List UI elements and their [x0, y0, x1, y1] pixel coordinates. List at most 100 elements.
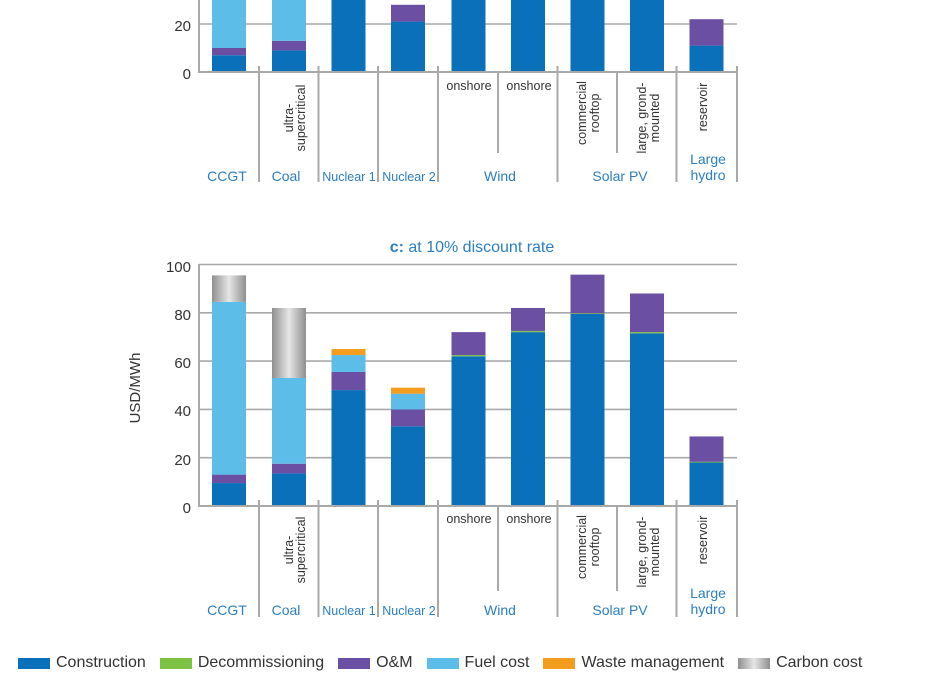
bottom-wind-onshore-2: onshore: [506, 512, 551, 526]
top-bar-3-construction: [331, 0, 366, 72]
bot-bar-1-om: [212, 474, 246, 484]
legend-label-construction: Construction: [56, 654, 146, 671]
top-bar-9-om: [689, 19, 724, 46]
top-solar-ground-sub-line1: large, grond-: [635, 83, 649, 154]
top-bar-2-om: [272, 40, 306, 51]
chart-c-y-axis-label: USD/MWh: [127, 353, 144, 424]
bot-bar-2-fuel-cost: [272, 378, 306, 464]
legend-item-waste: Waste management: [543, 654, 724, 672]
bottom-coal-sub-line2: supercritical: [294, 517, 308, 584]
bottom-axes: [198, 264, 738, 617]
top-bar-8-construction: [630, 0, 664, 72]
top-bar-1-fuel-cost: [212, 0, 246, 48]
bottom-group-nuclear2: Nuclear 2: [382, 604, 436, 618]
bottom-hydro-sub: reservoir: [696, 516, 710, 565]
top-coal-sub-line1: ultra-: [282, 104, 296, 132]
bottom-y-tick-60: 60: [174, 355, 191, 372]
bot-bar-7-construction: [570, 314, 605, 506]
top-bar-2-construction: [272, 50, 306, 72]
bot-bar-4-waste-management: [391, 387, 425, 394]
bot-bar-8-construction: [630, 333, 664, 506]
chart-c-title-text: at 10% discount rate: [408, 239, 554, 256]
bot-bar-6-om: [511, 307, 545, 331]
legend-swatch-carbon: [738, 657, 771, 669]
bot-bar-3-construction: [331, 390, 366, 506]
top-bar-4-construction: [391, 21, 425, 73]
bottom-wind-onshore-1: onshore: [446, 512, 491, 526]
legend-item-carbon: Carbon cost: [738, 654, 862, 672]
legend-swatch-fuel: [426, 657, 459, 669]
top-solar-rooftop-sub-line2: rooftop: [588, 93, 602, 132]
bot-bar-2-om: [272, 463, 306, 474]
top-coal-sub-line2: supercritical: [294, 85, 308, 152]
top-bar-7-construction: [570, 0, 605, 72]
legend-item-decommissioning: Decommissioning: [159, 654, 324, 672]
bot-bar-4-om: [391, 409, 425, 427]
top-wind-onshore-1: onshore: [446, 79, 491, 93]
top-group-ccgt: CCGT: [207, 168, 247, 184]
top-group-nuclear1: Nuclear 1: [322, 170, 376, 184]
bot-bar-2-construction: [272, 473, 306, 506]
bot-bar-1-construction: [212, 483, 246, 506]
top-bar-5-construction: [451, 0, 486, 72]
bot-bar-2-carbon-cost: [272, 307, 306, 379]
bot-bar-8-decommissioning: [630, 332, 664, 334]
legend-swatch-construction: [18, 657, 50, 669]
bottom-solar-rooftop-sub-line1: commercial: [575, 515, 589, 579]
bot-bar-5-decommissioning: [451, 355, 486, 357]
bot-bar-6-decommissioning: [511, 330, 545, 333]
top-group-nuclear2: Nuclear 2: [382, 170, 436, 184]
top-bars: [212, 0, 724, 73]
bottom-group-coal: Coal: [272, 602, 301, 618]
bottom-y-tick-100: 100: [166, 259, 191, 276]
bot-bar-3-waste-management: [331, 349, 366, 356]
top-wind-onshore-2: onshore: [506, 79, 551, 93]
bot-bar-9-om: [689, 436, 724, 462]
chart-c-title-letter: c:: [390, 239, 404, 256]
top-y-tick-20: 20: [174, 18, 191, 35]
top-group-coal: Coal: [272, 168, 301, 184]
bottom-group-nuclear1: Nuclear 1: [322, 604, 376, 618]
top-bar-6-construction: [511, 0, 545, 72]
bottom-group-ccgt: CCGT: [207, 602, 247, 618]
top-bar-2-fuel-cost: [272, 0, 306, 41]
bottom-coal-sub-line1: ultra-: [282, 536, 296, 564]
top-hydro-sub: reservoir: [696, 83, 710, 132]
bottom-group-hydro-line2: hydro: [690, 601, 725, 617]
bot-bar-7-om: [570, 274, 605, 314]
legend-item-om: O&M: [338, 654, 413, 672]
top-group-solar: Solar PV: [592, 168, 648, 184]
bot-bar-9-construction: [689, 462, 724, 506]
top-group-hydro-line2: hydro: [690, 167, 725, 183]
bottom-y-tick-20: 20: [174, 452, 191, 469]
bot-bar-9-decommissioning: [689, 461, 724, 463]
top-y-tick-0: 0: [183, 66, 191, 83]
legend-item-fuel: Fuel cost: [426, 654, 529, 672]
bottom-y-tick-80: 80: [174, 307, 191, 324]
bot-bar-7-decommissioning: [570, 313, 605, 315]
top-solar-ground-sub-line2: mounted: [648, 94, 662, 143]
top-axes: [198, 0, 738, 182]
bot-bar-3-om: [331, 371, 366, 391]
bot-bar-4-fuel-cost: [391, 393, 425, 410]
legend-label-om: O&M: [376, 654, 413, 671]
top-group-hydro-line1: Large: [690, 151, 726, 167]
bottom-bars: [212, 274, 724, 506]
bottom-group-solar: Solar PV: [592, 602, 648, 618]
legend-label-carbon: Carbon cost: [776, 654, 863, 671]
top-group-wind: Wind: [484, 168, 516, 184]
legend-label-waste: Waste management: [581, 654, 725, 671]
legend: Construction Decommissioning O&M Fuel co…: [18, 652, 862, 674]
bottom-solar-rooftop-sub-line2: rooftop: [588, 527, 602, 566]
bot-bar-5-om: [451, 332, 486, 356]
bot-bar-4-construction: [391, 426, 425, 506]
bottom-group-hydro-line1: Large: [690, 585, 726, 601]
top-solar-rooftop-sub-line1: commercial: [575, 81, 589, 145]
bot-bar-1-carbon-cost: [212, 275, 246, 302]
top-bar-9-construction: [689, 45, 724, 72]
bottom-solar-ground-sub-line1: large, grond-: [635, 517, 649, 588]
top-bar-1-om: [212, 48, 246, 56]
legend-swatch-decommissioning: [159, 657, 192, 669]
legend-item-construction: Construction: [18, 654, 146, 672]
